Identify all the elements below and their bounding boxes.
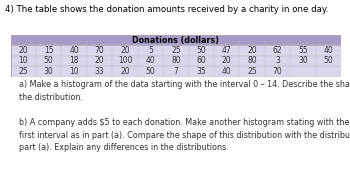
Text: 40: 40 — [69, 46, 79, 55]
Text: 35: 35 — [196, 67, 206, 76]
Text: 50: 50 — [324, 57, 334, 65]
Text: 70: 70 — [273, 67, 282, 76]
Text: 80: 80 — [171, 57, 181, 65]
Text: 20: 20 — [120, 67, 130, 76]
Text: b) A company adds $5 to each donation. Make another histogram stating with the s: b) A company adds $5 to each donation. M… — [19, 118, 350, 152]
Text: 40: 40 — [324, 46, 334, 55]
Text: 25: 25 — [19, 67, 28, 76]
Text: 80: 80 — [247, 57, 257, 65]
Bar — [10, 45, 341, 56]
Text: 18: 18 — [69, 57, 79, 65]
Text: 70: 70 — [94, 46, 104, 55]
Bar — [10, 66, 341, 77]
Text: 30: 30 — [44, 67, 54, 76]
Text: a) Make a histogram of the data starting with the interval 0 – 14. Describe the : a) Make a histogram of the data starting… — [19, 80, 350, 102]
Text: 20: 20 — [120, 46, 130, 55]
Text: 4) The table shows the donation amounts received by a charity in one day.: 4) The table shows the donation amounts … — [5, 5, 329, 14]
Text: 50: 50 — [146, 67, 155, 76]
Text: 47: 47 — [222, 46, 232, 55]
Text: 15: 15 — [44, 46, 54, 55]
Text: 3: 3 — [275, 57, 280, 65]
Text: 20: 20 — [19, 46, 28, 55]
Text: 25: 25 — [171, 46, 181, 55]
Text: 33: 33 — [94, 67, 104, 76]
Text: 40: 40 — [222, 67, 232, 76]
Text: Donations (dollars): Donations (dollars) — [132, 36, 219, 45]
Text: 20: 20 — [95, 57, 104, 65]
Text: 50: 50 — [44, 57, 54, 65]
Text: 20: 20 — [247, 46, 257, 55]
Text: 25: 25 — [247, 67, 257, 76]
Text: 30: 30 — [298, 57, 308, 65]
Text: 100: 100 — [118, 57, 132, 65]
Text: 5: 5 — [148, 46, 153, 55]
Text: 10: 10 — [69, 67, 79, 76]
Text: 10: 10 — [19, 57, 28, 65]
Text: 60: 60 — [196, 57, 206, 65]
Bar — [10, 35, 341, 45]
Text: 40: 40 — [146, 57, 155, 65]
Bar — [10, 56, 341, 66]
Text: 20: 20 — [222, 57, 232, 65]
Text: 50: 50 — [196, 46, 206, 55]
Text: 55: 55 — [298, 46, 308, 55]
Text: 62: 62 — [273, 46, 282, 55]
Text: 7: 7 — [174, 67, 178, 76]
